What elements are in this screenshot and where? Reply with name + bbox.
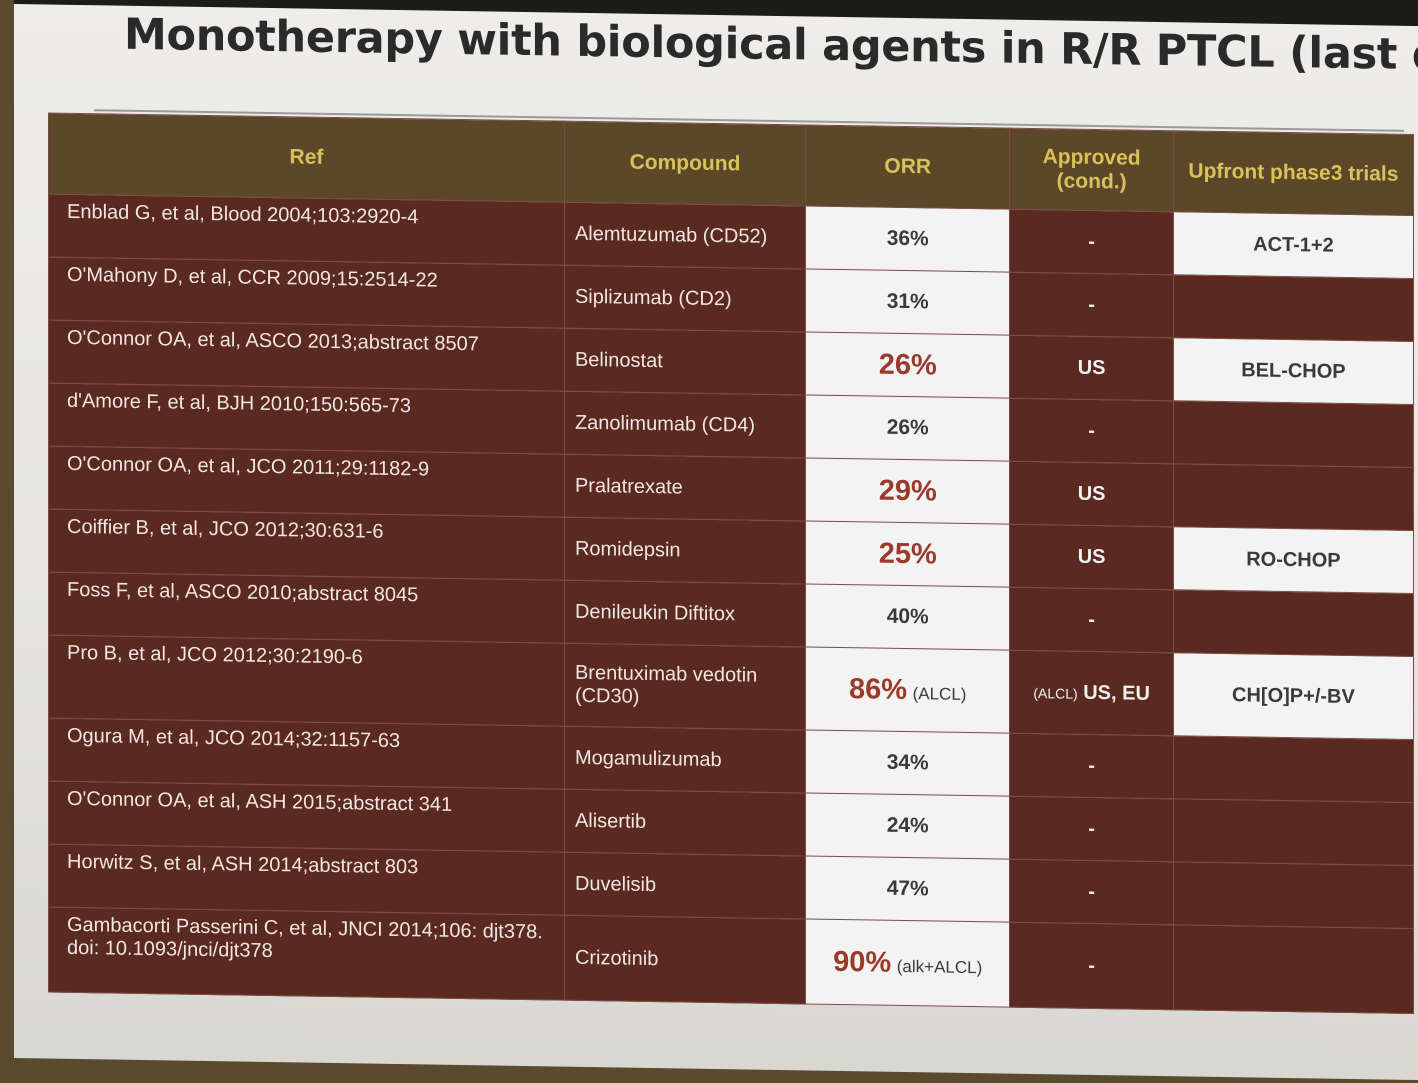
compound-cell: Alisertib <box>564 789 806 856</box>
header-approved: Approved (cond.) <box>1009 128 1174 212</box>
orr-cell: 36% <box>805 205 1010 273</box>
orr-value: 90% <box>833 945 892 979</box>
compound-cell: Romidepsin <box>564 517 806 584</box>
ref-cell: Pro B, et al, JCO 2012;30:2190-6 <box>48 635 565 727</box>
trial-cell <box>1173 400 1414 468</box>
orr-cell: 47% <box>805 855 1010 923</box>
ref-cell: O'Connor OA, et al, ASCO 2013;abstract 8… <box>48 320 565 392</box>
header-orr: ORR <box>805 124 1010 210</box>
approved-cell: US <box>1009 524 1174 590</box>
trial-cell: ACT-1+2 <box>1173 211 1414 279</box>
trial-cell <box>1173 735 1414 803</box>
approved-value: - <box>1088 419 1095 442</box>
trial-cell <box>1173 589 1414 657</box>
approved-cell: - <box>1009 209 1174 275</box>
orr-value: 25% <box>878 537 937 570</box>
orr-value: 24% <box>886 813 929 838</box>
orr-note: (ALCL) <box>912 683 967 704</box>
approved-value: US <box>1077 356 1106 379</box>
approved-cell: - <box>1009 272 1174 338</box>
trial-cell <box>1173 861 1414 929</box>
table-body: Enblad G, et al, Blood 2004;103:2920-4 Al… <box>48 194 1414 1014</box>
orr-cell: 40% <box>805 583 1010 651</box>
ref-cell: Enblad G, et al, Blood 2004;103:2920-4 <box>48 194 565 266</box>
orr-value: 40% <box>886 604 929 629</box>
compound-cell: Siplizumab (CD2) <box>564 265 806 332</box>
orr-value: 26% <box>886 415 929 440</box>
trial-cell <box>1173 924 1414 1014</box>
orr-cell: 90% (alk+ALCL) <box>805 918 1010 1008</box>
ref-cell: Gambacorti Passerini C, et al, JNCI 2014… <box>48 907 565 1001</box>
orr-cell: 29% <box>805 457 1010 525</box>
approved-value: US <box>1077 545 1106 568</box>
trial-cell: CH[O]P+/-BV <box>1173 652 1414 740</box>
compound-cell: Mogamulizumab <box>564 726 806 793</box>
ref-cell: O'Connor OA, et al, ASH 2015;abstract 34… <box>48 781 565 853</box>
header-trials: Upfront phase3 trials <box>1173 130 1414 216</box>
trial-cell <box>1173 274 1414 342</box>
orr-value: 36% <box>886 226 929 251</box>
approved-cell: - <box>1009 587 1174 653</box>
compound-cell: Crizotinib <box>564 915 806 1004</box>
compound-cell: Pralatrexate <box>564 454 806 521</box>
orr-cell: 24% <box>805 792 1010 860</box>
approved-value: - <box>1088 880 1095 903</box>
approved-cell: - <box>1009 796 1174 862</box>
header-ref: Ref <box>48 113 565 203</box>
ref-cell: Ogura M, et al, JCO 2014;32:1157-63 <box>48 718 565 790</box>
orr-cell: 26% <box>805 394 1010 462</box>
approved-cell: - <box>1009 859 1174 925</box>
approved-value: - <box>1088 954 1095 977</box>
slide: Monotherapy with biological agents in R/… <box>14 0 1418 1081</box>
approved-cell: US <box>1009 461 1174 527</box>
orr-cell: 25% <box>805 520 1010 588</box>
ref-cell: Horwitz S, et al, ASH 2014;abstract 803 <box>48 844 565 916</box>
orr-value: 34% <box>886 750 929 775</box>
ref-cell: Foss F, et al, ASCO 2010;abstract 8045 <box>48 572 565 644</box>
trial-cell: BEL-CHOP <box>1173 337 1414 405</box>
orr-cell: 86% (ALCL) <box>805 646 1010 734</box>
trial-cell <box>1173 798 1414 866</box>
compound-cell: Zanolimumab (CD4) <box>564 391 806 458</box>
approved-cell: - <box>1009 733 1174 799</box>
orr-value: 29% <box>878 474 937 507</box>
approved-value: US <box>1077 482 1106 505</box>
compound-cell: Alemtuzumab (CD52) <box>564 202 806 269</box>
ref-cell: d'Amore F, et al, BJH 2010;150:565-73 <box>48 383 565 455</box>
approved-value: - <box>1088 817 1095 840</box>
agents-table: Ref Compound ORR Approved (cond.) Upfron… <box>48 113 1414 1014</box>
approved-cell: - <box>1009 922 1174 1010</box>
trial-cell <box>1173 463 1414 531</box>
approved-cell: (ALCL) US, EU <box>1009 650 1174 736</box>
approved-value: - <box>1088 293 1095 316</box>
orr-value: 31% <box>886 289 929 314</box>
orr-value: 86% <box>848 672 908 706</box>
compound-cell: Belinostat <box>564 328 806 395</box>
orr-cell: 26% <box>805 331 1010 399</box>
compound-cell: Duvelisib <box>564 852 806 919</box>
approved-cell: US <box>1009 335 1174 401</box>
approved-value: - <box>1088 608 1095 631</box>
approved-value: - <box>1088 754 1095 777</box>
approved-value: US, EU <box>1083 681 1150 705</box>
orr-note: (alk+ALCL) <box>896 956 983 977</box>
orr-value: 26% <box>878 348 937 381</box>
orr-value: 47% <box>886 876 929 901</box>
orr-cell: 34% <box>805 729 1010 797</box>
ref-cell: Coiffier B, et al, JCO 2012;30:631-6 <box>48 509 565 581</box>
trial-cell: RO-CHOP <box>1173 526 1414 594</box>
ref-cell: O'Mahony D, et al, CCR 2009;15:2514-22 <box>48 257 565 329</box>
approved-note: (ALCL) <box>1033 684 1078 702</box>
approved-value: - <box>1088 230 1095 253</box>
ref-cell: O'Connor OA, et al, JCO 2011;29:1182-9 <box>48 446 565 518</box>
header-compound: Compound <box>564 121 806 206</box>
orr-cell: 31% <box>805 268 1010 336</box>
compound-cell: Denileukin Diftitox <box>564 580 806 647</box>
compound-cell: Brentuximab vedotin (CD30) <box>564 643 806 730</box>
approved-cell: - <box>1009 398 1174 464</box>
